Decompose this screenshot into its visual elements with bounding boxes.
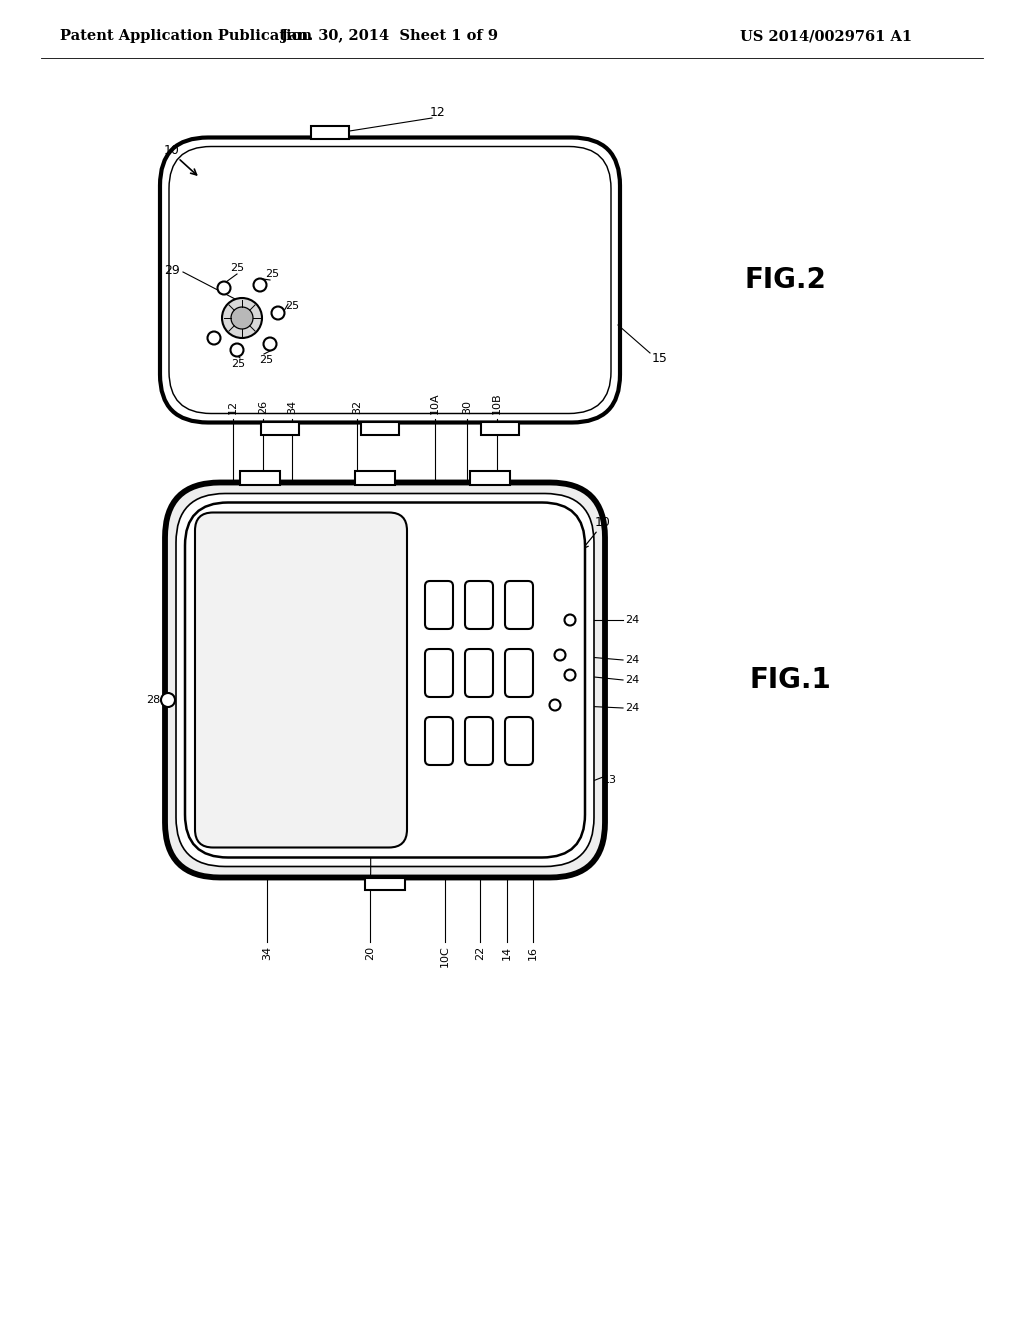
Bar bbox=[240, 470, 280, 484]
FancyBboxPatch shape bbox=[185, 503, 585, 858]
Circle shape bbox=[555, 649, 565, 660]
Text: 24: 24 bbox=[625, 655, 639, 665]
Text: 25: 25 bbox=[230, 263, 244, 273]
Bar bbox=[470, 470, 510, 484]
Text: 12: 12 bbox=[430, 106, 445, 119]
Text: 24: 24 bbox=[625, 615, 639, 624]
Circle shape bbox=[161, 693, 175, 708]
Circle shape bbox=[263, 338, 276, 351]
Text: 34: 34 bbox=[262, 945, 272, 960]
Text: US 2014/0029761 A1: US 2014/0029761 A1 bbox=[740, 29, 912, 44]
FancyBboxPatch shape bbox=[425, 581, 453, 630]
FancyBboxPatch shape bbox=[195, 512, 407, 847]
Text: 16: 16 bbox=[528, 945, 538, 960]
Text: 30: 30 bbox=[462, 400, 472, 414]
Bar bbox=[311, 125, 349, 139]
Text: 24: 24 bbox=[625, 675, 639, 685]
FancyBboxPatch shape bbox=[505, 581, 534, 630]
Text: 10: 10 bbox=[595, 516, 611, 528]
Circle shape bbox=[550, 700, 560, 710]
Circle shape bbox=[271, 306, 285, 319]
Text: 26: 26 bbox=[258, 400, 268, 414]
Text: 25: 25 bbox=[285, 301, 299, 312]
Text: 22: 22 bbox=[475, 945, 485, 960]
Bar bbox=[355, 470, 395, 484]
Text: 13: 13 bbox=[603, 775, 617, 785]
FancyBboxPatch shape bbox=[165, 483, 605, 878]
Bar bbox=[361, 421, 399, 434]
Text: 10A: 10A bbox=[430, 393, 440, 414]
FancyBboxPatch shape bbox=[425, 649, 453, 697]
Text: Jan. 30, 2014  Sheet 1 of 9: Jan. 30, 2014 Sheet 1 of 9 bbox=[282, 29, 499, 44]
FancyBboxPatch shape bbox=[465, 581, 493, 630]
Text: 34: 34 bbox=[287, 400, 297, 414]
Text: 10B: 10B bbox=[492, 393, 502, 414]
FancyBboxPatch shape bbox=[465, 649, 493, 697]
Text: 32: 32 bbox=[352, 400, 362, 414]
Text: 14: 14 bbox=[502, 945, 512, 960]
Text: 12: 12 bbox=[228, 400, 238, 414]
Text: 20: 20 bbox=[365, 945, 375, 960]
Text: 24: 24 bbox=[625, 704, 639, 713]
Text: Patent Application Publication: Patent Application Publication bbox=[60, 29, 312, 44]
Circle shape bbox=[230, 343, 244, 356]
Circle shape bbox=[254, 279, 266, 292]
Text: 25: 25 bbox=[231, 359, 245, 370]
Circle shape bbox=[564, 669, 575, 681]
Text: 28: 28 bbox=[145, 696, 160, 705]
FancyBboxPatch shape bbox=[425, 717, 453, 766]
Circle shape bbox=[564, 615, 575, 626]
FancyBboxPatch shape bbox=[465, 717, 493, 766]
Text: 25: 25 bbox=[265, 269, 280, 279]
Text: 10: 10 bbox=[164, 144, 180, 157]
FancyBboxPatch shape bbox=[176, 494, 594, 866]
Text: 25: 25 bbox=[259, 355, 273, 366]
FancyBboxPatch shape bbox=[505, 649, 534, 697]
FancyBboxPatch shape bbox=[160, 137, 620, 422]
Text: 15: 15 bbox=[652, 351, 668, 364]
FancyBboxPatch shape bbox=[505, 717, 534, 766]
Text: 29: 29 bbox=[164, 264, 180, 276]
Text: FIG.1: FIG.1 bbox=[750, 667, 830, 694]
Text: 10C: 10C bbox=[440, 945, 450, 968]
Circle shape bbox=[222, 298, 262, 338]
Circle shape bbox=[208, 331, 220, 345]
Bar bbox=[481, 421, 519, 434]
Circle shape bbox=[217, 281, 230, 294]
Bar bbox=[261, 421, 299, 434]
Text: FIG.2: FIG.2 bbox=[744, 267, 826, 294]
Circle shape bbox=[231, 308, 253, 329]
Bar bbox=[365, 878, 406, 890]
